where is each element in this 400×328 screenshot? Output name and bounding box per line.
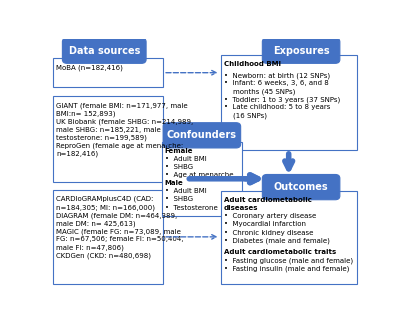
Text: •  SHBG: • SHBG (165, 196, 193, 202)
Text: •  Fasting glucose (male and female): • Fasting glucose (male and female) (224, 257, 353, 263)
Text: FG: n=67,506; female FI: n=50,404,: FG: n=67,506; female FI: n=50,404, (56, 236, 184, 242)
Text: Childhood BMI: Childhood BMI (224, 61, 281, 67)
Text: diseases: diseases (224, 205, 258, 211)
Text: CARDIoGRAMplusC4D (CAD:: CARDIoGRAMplusC4D (CAD: (56, 196, 154, 202)
Text: •  Coronary artery disease: • Coronary artery disease (224, 214, 316, 219)
Text: months (45 SNPs): months (45 SNPs) (224, 88, 295, 95)
Text: •  Adult BMI: • Adult BMI (165, 156, 206, 162)
Text: ReproGen (female age at menarche:: ReproGen (female age at menarche: (56, 143, 184, 150)
FancyBboxPatch shape (62, 38, 146, 63)
Text: CKDGen (CKD: n=480,698): CKDGen (CKD: n=480,698) (56, 253, 151, 259)
Text: Adult cardiometabolic traits: Adult cardiometabolic traits (224, 249, 336, 255)
FancyBboxPatch shape (163, 123, 241, 148)
Text: (16 SNPs): (16 SNPs) (224, 113, 267, 119)
Text: •  Infant: 6 weeks, 3, 6, and 8: • Infant: 6 weeks, 3, 6, and 8 (224, 80, 328, 86)
Text: •  Late childhood: 5 to 8 years: • Late childhood: 5 to 8 years (224, 105, 330, 111)
Text: •  Adult BMI: • Adult BMI (165, 188, 206, 195)
Text: MoBA (n=182,416): MoBA (n=182,416) (56, 65, 123, 71)
Text: BMI:n= 152,893): BMI:n= 152,893) (56, 111, 116, 117)
FancyBboxPatch shape (53, 58, 163, 87)
FancyBboxPatch shape (53, 96, 163, 182)
Text: male FI: n=47,806): male FI: n=47,806) (56, 244, 124, 251)
Text: MAGIC (female FG: n=73,089, male: MAGIC (female FG: n=73,089, male (56, 228, 181, 235)
FancyBboxPatch shape (262, 38, 340, 63)
Text: Exposures: Exposures (273, 46, 330, 56)
Text: Outcomes: Outcomes (274, 182, 328, 192)
FancyBboxPatch shape (162, 142, 242, 216)
Text: n=182,416): n=182,416) (56, 151, 98, 157)
Text: Data sources: Data sources (68, 46, 140, 56)
Text: •  Newborn: at birth (12 SNPs): • Newborn: at birth (12 SNPs) (224, 72, 330, 79)
Text: •  Myocardial infarction: • Myocardial infarction (224, 221, 306, 227)
Text: •  Toddler: 1 to 3 years (37 SNPs): • Toddler: 1 to 3 years (37 SNPs) (224, 96, 340, 103)
Text: •  Chronic kidney disease: • Chronic kidney disease (224, 230, 313, 236)
Text: testosterone: n=199,589): testosterone: n=199,589) (56, 135, 147, 141)
Text: •  Fasting insulin (male and female): • Fasting insulin (male and female) (224, 265, 349, 272)
Text: Confounders: Confounders (167, 130, 237, 140)
FancyBboxPatch shape (53, 190, 163, 284)
FancyBboxPatch shape (220, 191, 357, 284)
Text: UK Biobank (female SHBG: n=214,989,: UK Biobank (female SHBG: n=214,989, (56, 119, 194, 125)
Text: male DM: n= 425,613): male DM: n= 425,613) (56, 220, 136, 227)
Text: Adult cardiometabolic: Adult cardiometabolic (224, 197, 312, 203)
Text: •  SHBG: • SHBG (165, 164, 193, 170)
Text: Female: Female (165, 148, 193, 154)
Text: DIAGRAM (female DM: n=464,389,: DIAGRAM (female DM: n=464,389, (56, 212, 178, 218)
Text: n=184,305; MI: n=166,000): n=184,305; MI: n=166,000) (56, 204, 155, 211)
Text: •  Testosterone: • Testosterone (165, 205, 218, 211)
Text: GIANT (female BMI: n=171,977, male: GIANT (female BMI: n=171,977, male (56, 102, 188, 109)
Text: •  Age at menarche: • Age at menarche (165, 172, 233, 178)
FancyBboxPatch shape (220, 54, 357, 151)
Text: male SHBG: n=185,221, male: male SHBG: n=185,221, male (56, 127, 161, 133)
Text: •  Diabetes (male and female): • Diabetes (male and female) (224, 237, 330, 244)
FancyBboxPatch shape (262, 174, 340, 200)
Text: Male: Male (165, 180, 184, 186)
